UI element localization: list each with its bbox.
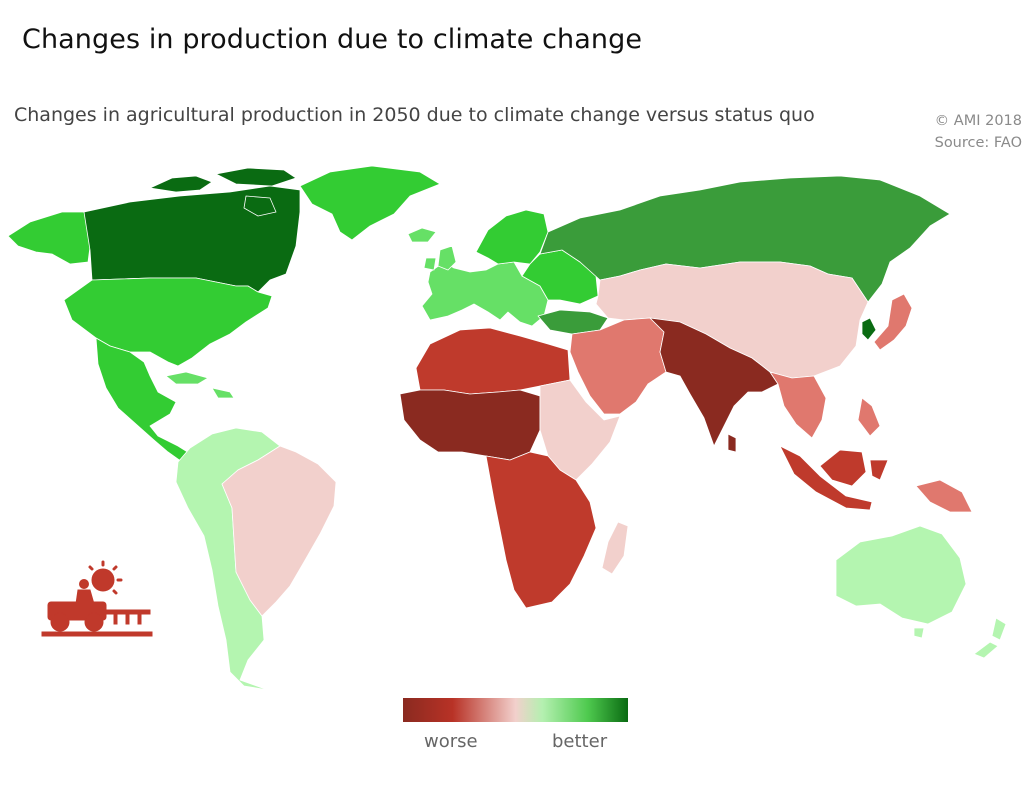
region-indonesia	[779, 445, 889, 511]
region-greenland	[299, 165, 441, 241]
region-madagascar	[601, 521, 629, 575]
credit-block: © AMI 2018 Source: FAO	[935, 110, 1022, 154]
region-turkey	[537, 309, 609, 335]
legend-better-label: better	[552, 731, 608, 752]
page-title: Changes in production due to climate cha…	[22, 24, 643, 55]
region-sri-lanka	[727, 433, 737, 453]
region-uk-ireland	[423, 245, 457, 271]
region-middle-east	[569, 317, 667, 415]
region-alaska	[7, 211, 93, 265]
region-southeast-asia	[769, 371, 827, 439]
region-japan	[873, 293, 913, 351]
region-iceland	[407, 227, 437, 243]
region-north-africa	[415, 327, 571, 395]
region-west-africa	[399, 389, 541, 461]
region-south-asia	[649, 317, 779, 447]
region-southern-africa	[485, 451, 597, 609]
region-east-africa	[539, 379, 621, 481]
region-canada-arctic	[149, 167, 297, 217]
region-brazil	[221, 445, 337, 617]
region-scandinavia	[475, 209, 549, 265]
region-usa	[63, 277, 273, 367]
region-philippines	[857, 397, 881, 437]
copyright-text: © AMI 2018	[934, 113, 1022, 129]
region-new-zealand	[973, 617, 1007, 659]
region-korea	[861, 317, 877, 341]
region-caribbean	[165, 371, 235, 399]
farmer-tractor-sun-icon	[41, 560, 153, 637]
legend-gradient-bar	[403, 698, 628, 722]
region-mexico	[95, 337, 195, 463]
region-papua	[915, 479, 973, 513]
legend-worse-label: worse	[424, 731, 478, 752]
source-text: Source: FAO	[934, 135, 1022, 151]
region-australia	[835, 525, 967, 625]
region-tasmania	[913, 627, 925, 639]
map-subtitle: Changes in agricultural production in 20…	[14, 104, 815, 126]
region-western-europe	[421, 261, 549, 327]
